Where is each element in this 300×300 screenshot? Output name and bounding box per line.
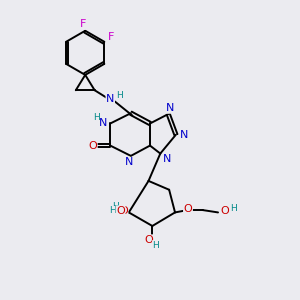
Text: H: H <box>109 206 116 215</box>
Text: H: H <box>112 202 119 211</box>
Text: F: F <box>80 19 86 29</box>
Text: H: H <box>93 113 100 122</box>
Text: H: H <box>116 91 122 100</box>
Text: N: N <box>180 130 188 140</box>
Text: H: H <box>152 241 159 250</box>
Text: O: O <box>220 206 229 216</box>
Text: O: O <box>184 204 192 214</box>
Text: N: N <box>166 103 174 113</box>
Text: H: H <box>230 204 237 213</box>
Text: O: O <box>116 206 125 216</box>
Text: O: O <box>119 206 128 216</box>
Text: O: O <box>144 235 153 245</box>
Text: F: F <box>108 32 114 42</box>
Text: N: N <box>99 118 107 128</box>
Text: N: N <box>106 94 114 104</box>
Text: N: N <box>163 154 171 164</box>
Text: O: O <box>88 141 97 151</box>
Text: N: N <box>125 158 134 167</box>
